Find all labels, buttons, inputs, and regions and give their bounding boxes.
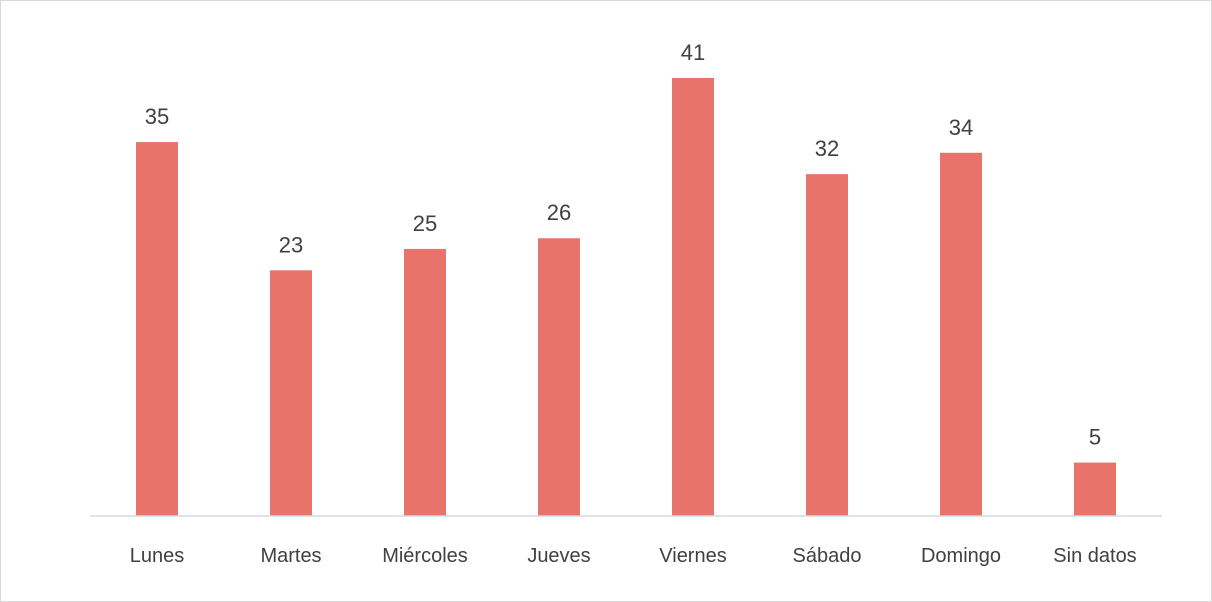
- bar-5: [806, 174, 848, 516]
- bar-4: [672, 78, 714, 516]
- bar-0: [136, 142, 178, 516]
- data-labels-group: 35 23 25 26 41 32 34 5: [145, 40, 1101, 450]
- bar-1: [270, 270, 312, 516]
- category-label-2: Miércoles: [382, 545, 468, 567]
- data-label-4: 41: [681, 40, 705, 65]
- bar-6: [940, 152, 982, 516]
- data-label-0: 35: [145, 104, 169, 129]
- bar-3: [538, 238, 580, 516]
- category-label-3: Jueves: [527, 545, 590, 567]
- category-labels-group: Lunes Martes Miércoles Jueves Viernes Sábado D…: [130, 545, 1137, 567]
- data-label-1: 23: [279, 232, 303, 257]
- category-label-1: Martes: [260, 545, 321, 567]
- data-label-2: 25: [413, 211, 437, 236]
- data-label-6: 34: [949, 115, 973, 140]
- category-label-0: Lunes: [130, 545, 185, 567]
- bar-7: [1074, 462, 1116, 516]
- data-label-5: 32: [815, 136, 839, 161]
- category-label-7: Sin datos: [1053, 545, 1136, 567]
- category-label-4: Viernes: [659, 545, 726, 567]
- bars-group: [136, 78, 1116, 517]
- category-label-6: Domingo: [921, 545, 1001, 567]
- bar-2: [404, 248, 446, 517]
- category-label-5: Sábado: [793, 545, 862, 567]
- data-label-3: 26: [547, 200, 571, 225]
- data-label-7: 5: [1089, 425, 1101, 450]
